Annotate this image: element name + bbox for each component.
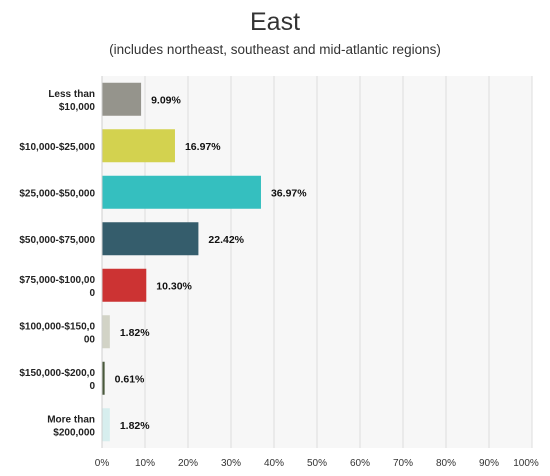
bar: [102, 175, 261, 209]
category-label: $150,000-$200,0 0: [19, 368, 95, 392]
x-tick-label: 30%: [221, 458, 241, 469]
x-tick-label: 0%: [95, 458, 110, 469]
category-label: $50,000-$75,000: [19, 235, 95, 246]
x-tick-label: 10%: [135, 458, 155, 469]
data-label: 16.97%: [185, 141, 221, 153]
category-label: $100,000-$150,0 00: [19, 321, 95, 345]
bar: [102, 268, 147, 302]
bar: [102, 315, 110, 349]
x-tick-label: 40%: [264, 458, 284, 469]
x-tick-label: 50%: [307, 458, 327, 469]
category-label: $10,000-$25,000: [19, 142, 95, 153]
category-label: Less than $10,000: [48, 89, 95, 113]
data-label: 0.61%: [115, 373, 145, 385]
category-label: $25,000-$50,000: [19, 188, 95, 199]
data-label: 10.30%: [156, 280, 192, 292]
x-tick-label: 100%: [513, 458, 539, 469]
bar: [102, 82, 142, 116]
x-tick-label: 70%: [393, 458, 413, 469]
data-label: 1.82%: [120, 327, 150, 339]
data-label: 22.42%: [208, 234, 244, 246]
data-label: 9.09%: [151, 94, 181, 106]
bar: [102, 129, 175, 163]
data-label: 36.97%: [271, 187, 307, 199]
bar: [102, 361, 105, 395]
x-tick-label: 80%: [436, 458, 456, 469]
x-tick-label: 90%: [479, 458, 499, 469]
x-tick-label: 20%: [178, 458, 198, 469]
x-tick-label: 60%: [350, 458, 370, 469]
chart-subtitle: (includes northeast, southeast and mid-a…: [109, 42, 441, 57]
chart-title: East: [249, 8, 301, 36]
category-label: $75,000-$100,00 0: [19, 275, 95, 299]
data-label: 1.82%: [120, 420, 150, 432]
category-label: More than $200,000: [47, 414, 95, 438]
bar: [102, 222, 199, 256]
bar: [102, 408, 110, 442]
